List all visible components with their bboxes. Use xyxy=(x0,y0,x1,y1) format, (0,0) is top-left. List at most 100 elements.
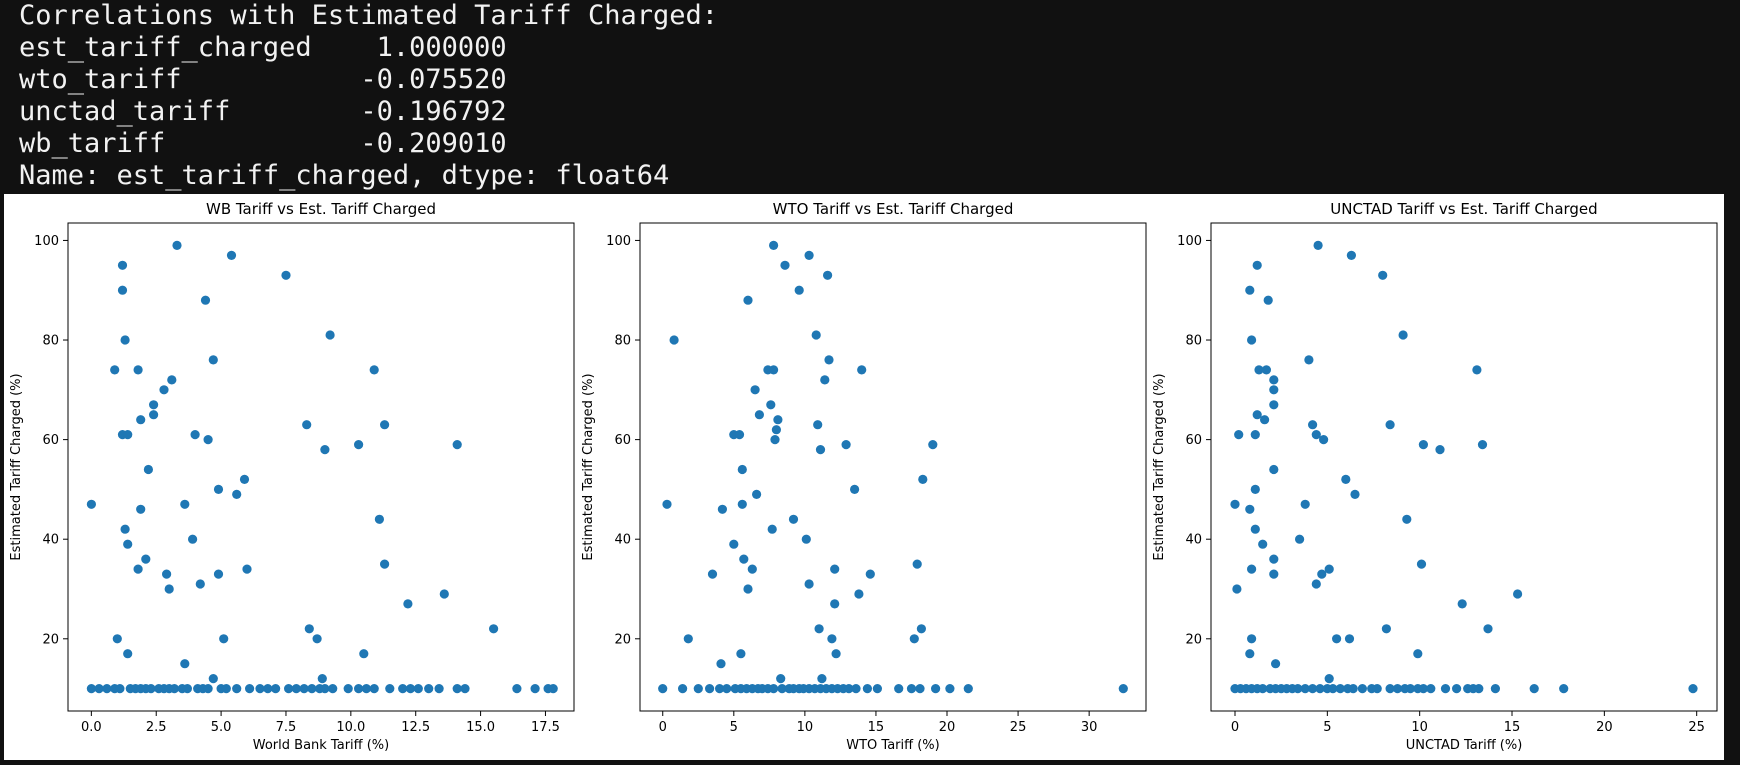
figure-area: 0.0 2.5 5.0 7.5 10.0 12.5 15.0 17.5 20 40 60 80 100 W… xyxy=(4,194,1724,760)
scatter-point xyxy=(1350,489,1360,499)
scatter-point xyxy=(722,684,732,694)
scatter-point xyxy=(1344,634,1355,644)
scatter-point xyxy=(141,554,151,564)
scatter-point xyxy=(1440,684,1451,694)
scatter-point xyxy=(123,539,133,549)
axes-frame xyxy=(639,222,1147,712)
scatter-point xyxy=(850,484,860,494)
scatter-point xyxy=(320,684,330,694)
scatter-point xyxy=(403,599,413,609)
scatter-point xyxy=(1381,624,1391,634)
scatter-point xyxy=(830,599,840,609)
scatter-point xyxy=(123,430,133,440)
scatter-point xyxy=(1357,684,1367,694)
scatter-point xyxy=(1319,435,1329,445)
scatter-point xyxy=(226,250,237,260)
scatter-point xyxy=(918,474,928,484)
scatter-point xyxy=(219,634,229,644)
scatter-point xyxy=(1269,385,1279,395)
scatter-point xyxy=(1308,420,1318,430)
scatter-point xyxy=(1250,430,1260,440)
scatter-point xyxy=(831,649,841,659)
x-axis-label: WTO Tariff (%) xyxy=(846,738,939,753)
scatter-point xyxy=(203,435,213,445)
console-line: unctad_tariff -0.196792 xyxy=(19,96,507,127)
x-tick-label: 15.0 xyxy=(466,720,495,735)
scatter-point xyxy=(1392,684,1403,694)
scatter-point xyxy=(1385,684,1395,694)
scatter-point xyxy=(117,260,128,270)
scatter-point xyxy=(1324,674,1334,684)
x-tick-label: 7.5 xyxy=(276,720,297,735)
console-line: wto_tariff -0.075520 xyxy=(19,64,507,95)
scatter-point xyxy=(188,534,198,544)
scatter-point xyxy=(255,684,265,694)
scatter-point xyxy=(162,569,172,579)
scatter-point xyxy=(1245,285,1255,295)
axes-frame xyxy=(67,222,575,712)
scatter-point xyxy=(1559,684,1569,694)
scatter-point xyxy=(115,684,125,694)
scatter-point xyxy=(1232,584,1242,594)
scatter-point xyxy=(203,684,213,694)
scatter-point xyxy=(512,684,522,694)
scatter-point xyxy=(548,684,558,694)
scatter-point xyxy=(669,335,679,345)
scatter-point xyxy=(693,684,703,694)
scatter-point xyxy=(1348,684,1358,694)
scatter-point xyxy=(452,684,462,694)
scatter-point xyxy=(1324,564,1334,574)
scatter-point xyxy=(769,365,779,375)
scatter-point xyxy=(715,684,725,694)
scatter-point xyxy=(159,385,169,395)
y-tick-label: 100 xyxy=(606,234,631,249)
scatter-point xyxy=(1293,684,1303,694)
scatter-point xyxy=(777,684,787,694)
scatter-point xyxy=(102,684,112,694)
scatter-point xyxy=(146,684,156,694)
x-tick-label: 2.5 xyxy=(146,720,167,735)
scatter-point xyxy=(844,684,854,694)
scatter-point xyxy=(769,684,779,694)
scatter-point xyxy=(369,684,379,694)
scatter-point xyxy=(1269,464,1279,475)
scatter-point xyxy=(1529,684,1539,694)
scatter-point xyxy=(530,684,540,694)
scatter-point xyxy=(776,674,786,684)
scatter-point xyxy=(1300,684,1310,694)
scatter-point xyxy=(328,684,338,694)
scatter-point xyxy=(190,430,200,440)
x-tick-label: 20 xyxy=(1596,720,1613,735)
x-axis-label: World Bank Tariff (%) xyxy=(253,738,389,753)
scatter-point xyxy=(208,674,218,684)
x-axis-label: UNCTAD Tariff (%) xyxy=(1406,738,1523,753)
scatter-point xyxy=(354,440,364,450)
x-tick-label: 5 xyxy=(1323,720,1331,735)
scatter-point xyxy=(169,684,179,694)
scatter-point xyxy=(1413,649,1423,659)
scatter-point xyxy=(909,634,919,644)
scatter-point xyxy=(239,474,250,484)
y-tick-label: 60 xyxy=(42,433,59,448)
scatter-point xyxy=(232,684,242,694)
scatter-point xyxy=(325,330,335,340)
scatter-point xyxy=(1335,684,1345,694)
scatter-point xyxy=(1271,659,1281,669)
scatter-point xyxy=(658,684,668,694)
x-tick-label: 10 xyxy=(1411,720,1428,735)
scatter-point xyxy=(1234,430,1244,440)
scatter-point xyxy=(213,484,224,494)
scatter-point xyxy=(200,295,211,305)
scatter-point xyxy=(1398,330,1408,340)
y-tick-label: 60 xyxy=(1185,433,1202,448)
scatter-point xyxy=(1304,355,1314,365)
scatter-point xyxy=(1372,684,1382,694)
scatter-point xyxy=(1245,504,1255,514)
chart-title: WTO Tariff vs Est. Tariff Charged xyxy=(773,200,1014,218)
scatter-point xyxy=(133,365,143,375)
scatter-point xyxy=(1457,599,1467,609)
scatter-point xyxy=(1295,534,1305,544)
scatter-point xyxy=(343,684,353,694)
scatter-point xyxy=(180,499,190,509)
scatter-point xyxy=(739,554,749,564)
